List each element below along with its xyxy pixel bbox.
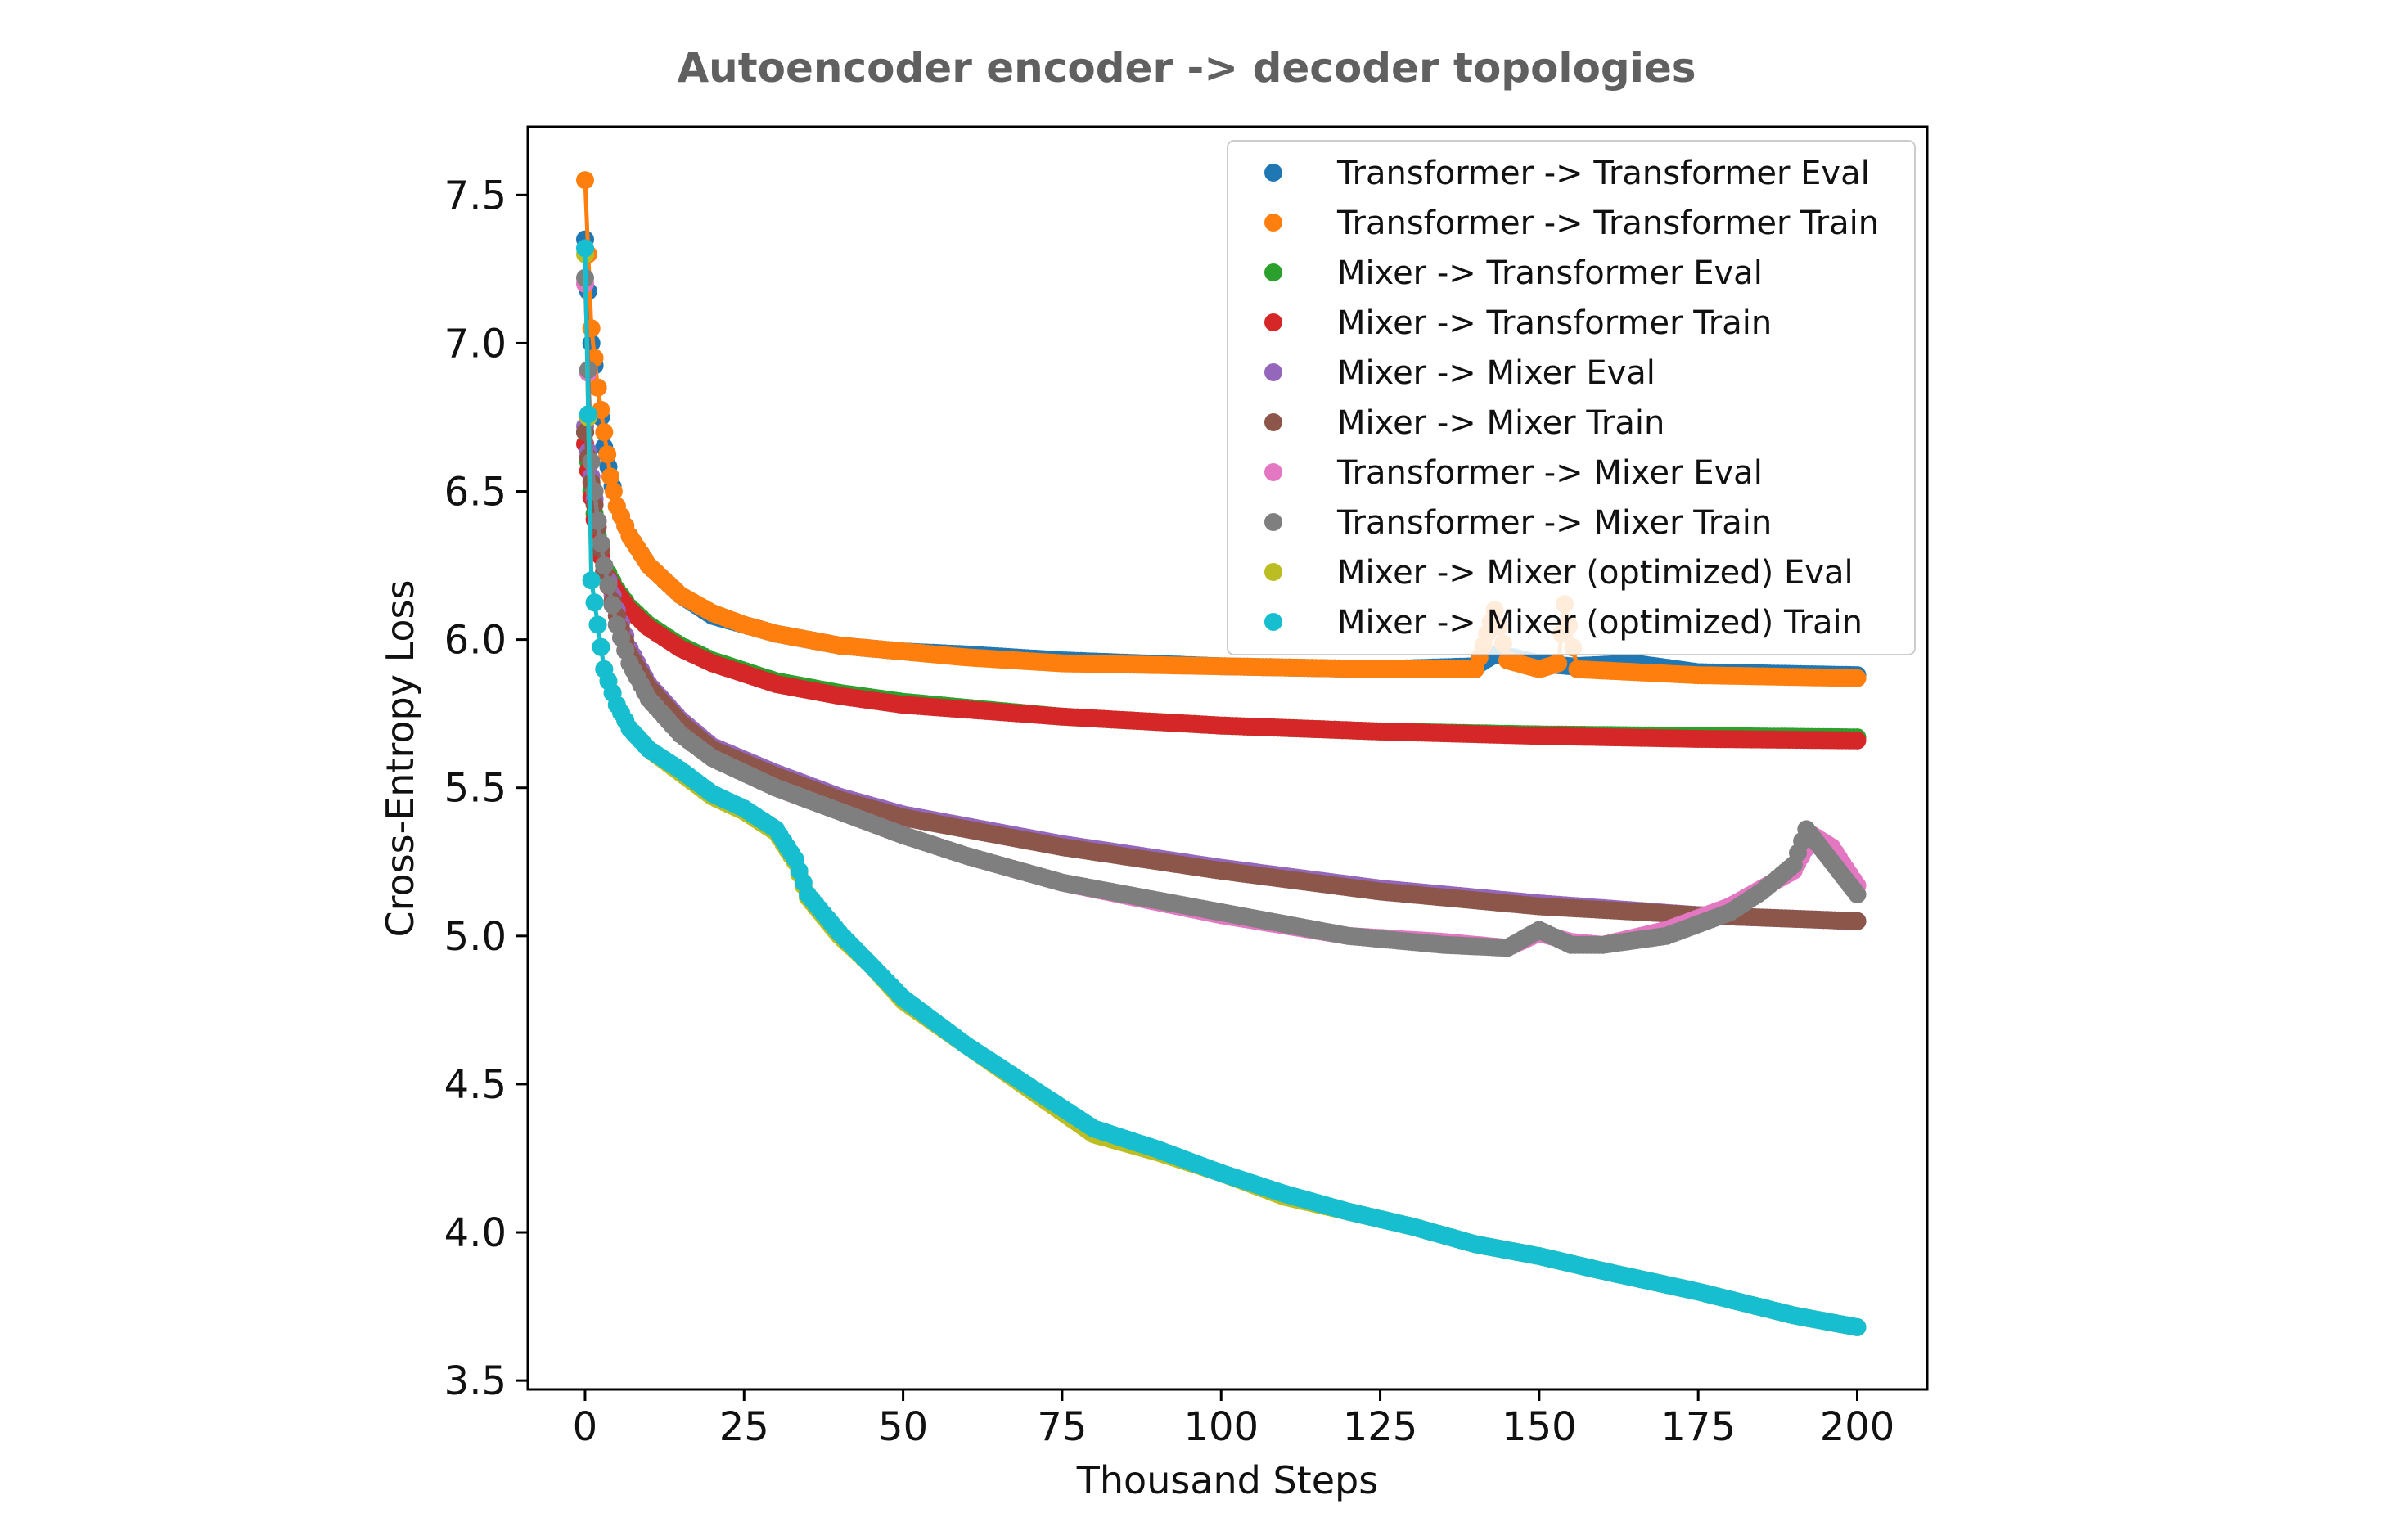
legend-marker bbox=[1264, 563, 1282, 581]
y-tick-label: 3.5 bbox=[444, 1358, 507, 1404]
x-axis: 0 25 50 75 100 125 150 175 200 bbox=[573, 1389, 1895, 1450]
data-point bbox=[599, 576, 618, 595]
legend-marker bbox=[1264, 363, 1282, 381]
data-point bbox=[585, 593, 604, 612]
data-point bbox=[1848, 912, 1867, 930]
legend-marker bbox=[1264, 313, 1282, 331]
series-9 bbox=[576, 239, 1867, 1336]
legend-marker bbox=[1264, 513, 1282, 531]
series-3 bbox=[576, 435, 1867, 750]
x-tick-label: 0 bbox=[573, 1404, 598, 1450]
data-point bbox=[592, 534, 610, 552]
data-point bbox=[576, 171, 594, 190]
legend-box bbox=[1227, 140, 1916, 655]
legend: Transformer -> Transformer Eval Transform… bbox=[1227, 140, 1916, 655]
data-point bbox=[604, 482, 623, 501]
data-point bbox=[595, 423, 614, 442]
legend-marker bbox=[1264, 463, 1282, 481]
data-point bbox=[588, 378, 607, 397]
y-tick-label: 7.0 bbox=[444, 321, 507, 367]
y-tick-label: 4.0 bbox=[444, 1210, 507, 1256]
legend-label: Transformer -> Mixer Train bbox=[1336, 504, 1772, 542]
legend-label: Mixer -> Mixer Eval bbox=[1337, 354, 1655, 392]
legend-label: Mixer -> Transformer Eval bbox=[1337, 254, 1763, 292]
chart-title: Autoencoder encoder -> decoder topologie… bbox=[677, 44, 1696, 92]
data-point bbox=[588, 511, 607, 530]
y-axis-label: Cross-Entropy Loss bbox=[378, 580, 422, 938]
y-tick-label: 7.5 bbox=[444, 173, 507, 218]
data-point bbox=[582, 571, 601, 590]
legend-label: Mixer -> Transformer Train bbox=[1337, 304, 1772, 342]
legend-marker bbox=[1264, 613, 1282, 631]
legend-marker bbox=[1264, 263, 1282, 281]
x-tick-label: 150 bbox=[1502, 1404, 1577, 1450]
legend-label: Transformer -> Transformer Train bbox=[1336, 205, 1879, 242]
legend-label: Transformer -> Mixer Eval bbox=[1336, 454, 1763, 492]
series-5 bbox=[576, 423, 1867, 930]
x-tick-label: 75 bbox=[1037, 1404, 1087, 1450]
y-tick-label: 5.5 bbox=[444, 766, 507, 812]
legend-label: Mixer -> Mixer (optimized) Eval bbox=[1337, 554, 1854, 592]
x-tick-label: 50 bbox=[878, 1404, 928, 1450]
x-axis-label: Thousand Steps bbox=[1076, 1458, 1378, 1502]
x-tick-label: 125 bbox=[1343, 1404, 1418, 1450]
legend-marker bbox=[1264, 413, 1282, 431]
data-point bbox=[598, 445, 617, 464]
data-point bbox=[576, 239, 594, 258]
series-layer bbox=[576, 171, 1867, 1336]
y-axis: 3.5 4.0 4.5 5.0 5.5 6.0 6.5 7.0 7.5 bbox=[444, 173, 528, 1404]
x-tick-label: 100 bbox=[1183, 1404, 1259, 1450]
legend-label: Mixer -> Mixer (optimized) Train bbox=[1337, 604, 1863, 642]
legend-marker bbox=[1264, 214, 1282, 232]
data-point bbox=[601, 467, 619, 486]
series-7 bbox=[576, 268, 1867, 957]
data-point bbox=[1848, 1317, 1867, 1336]
y-tick-label: 5.0 bbox=[444, 914, 507, 960]
series-1 bbox=[576, 171, 1867, 687]
legend-label: Transformer -> Transformer Eval bbox=[1336, 155, 1870, 192]
x-tick-label: 25 bbox=[719, 1404, 769, 1450]
data-point bbox=[1848, 885, 1867, 904]
data-point bbox=[579, 405, 597, 424]
y-tick-label: 6.5 bbox=[444, 470, 507, 516]
legend-label: Mixer -> Mixer Train bbox=[1337, 404, 1664, 442]
data-point bbox=[603, 596, 622, 615]
data-point bbox=[595, 556, 614, 575]
legend-marker bbox=[1264, 164, 1282, 182]
data-point bbox=[592, 637, 610, 656]
data-point bbox=[588, 615, 607, 634]
x-tick-label: 175 bbox=[1660, 1404, 1736, 1450]
data-point bbox=[1848, 731, 1867, 750]
data-point bbox=[582, 453, 601, 471]
data-point bbox=[1549, 654, 1568, 673]
data-point bbox=[1848, 669, 1867, 687]
plot-frame bbox=[526, 125, 1929, 1391]
x-tick-label: 200 bbox=[1820, 1404, 1895, 1450]
y-tick-label: 4.5 bbox=[444, 1062, 507, 1108]
y-tick-label: 6.0 bbox=[444, 618, 507, 664]
